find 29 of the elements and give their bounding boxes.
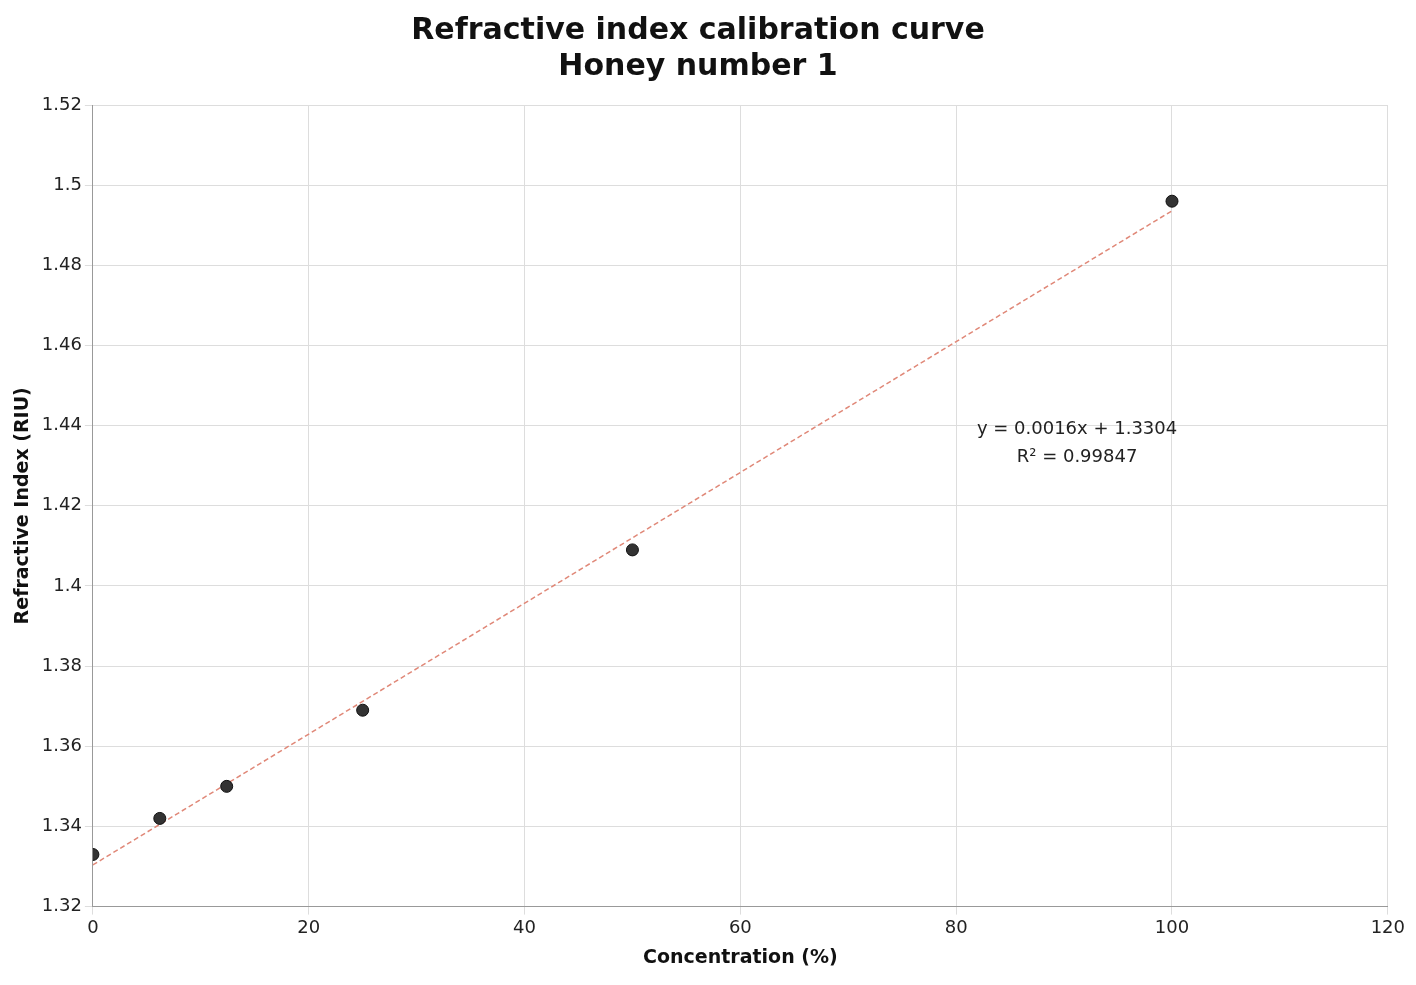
point	[220, 779, 234, 793]
x-tick-label: 80	[944, 916, 968, 938]
y-tick-label: 1.52	[41, 92, 82, 114]
annotation: R² = 0.99847	[1016, 444, 1138, 466]
y-axis-title: Refractive Index (RIU)	[10, 387, 33, 625]
y-tick-label: 1.34	[41, 814, 82, 836]
point	[153, 811, 167, 825]
point	[1165, 194, 1179, 208]
x-axis-title: Concentration (%)	[643, 944, 838, 967]
chart-title: Refractive index calibration curve	[411, 10, 985, 46]
x-tick-label: 40	[513, 916, 536, 938]
y-tick-label: 1.4	[53, 573, 82, 595]
point	[356, 703, 370, 717]
x-tick-label: 60	[728, 916, 752, 938]
x-tick-label: 20	[297, 916, 321, 938]
x-tick-label: 120	[1370, 916, 1405, 938]
annotation: y = 0.0016x + 1.3304	[976, 416, 1178, 438]
chart-subtitle: Honey number 1	[558, 46, 838, 82]
point	[625, 543, 639, 557]
x-tick-label: 100	[1154, 916, 1190, 938]
x-tick-label: 0	[87, 916, 99, 938]
y-tick-label: 1.46	[41, 333, 82, 355]
y-tick-label: 1.38	[41, 653, 82, 675]
y-tick-label: 1.32	[41, 894, 82, 916]
y-tick-label: 1.5	[53, 172, 82, 194]
y-tick-label: 1.42	[41, 493, 82, 515]
y-tick-label: 1.44	[41, 413, 82, 435]
y-tick-label: 1.36	[41, 733, 82, 755]
y-tick-label: 1.48	[41, 252, 82, 274]
